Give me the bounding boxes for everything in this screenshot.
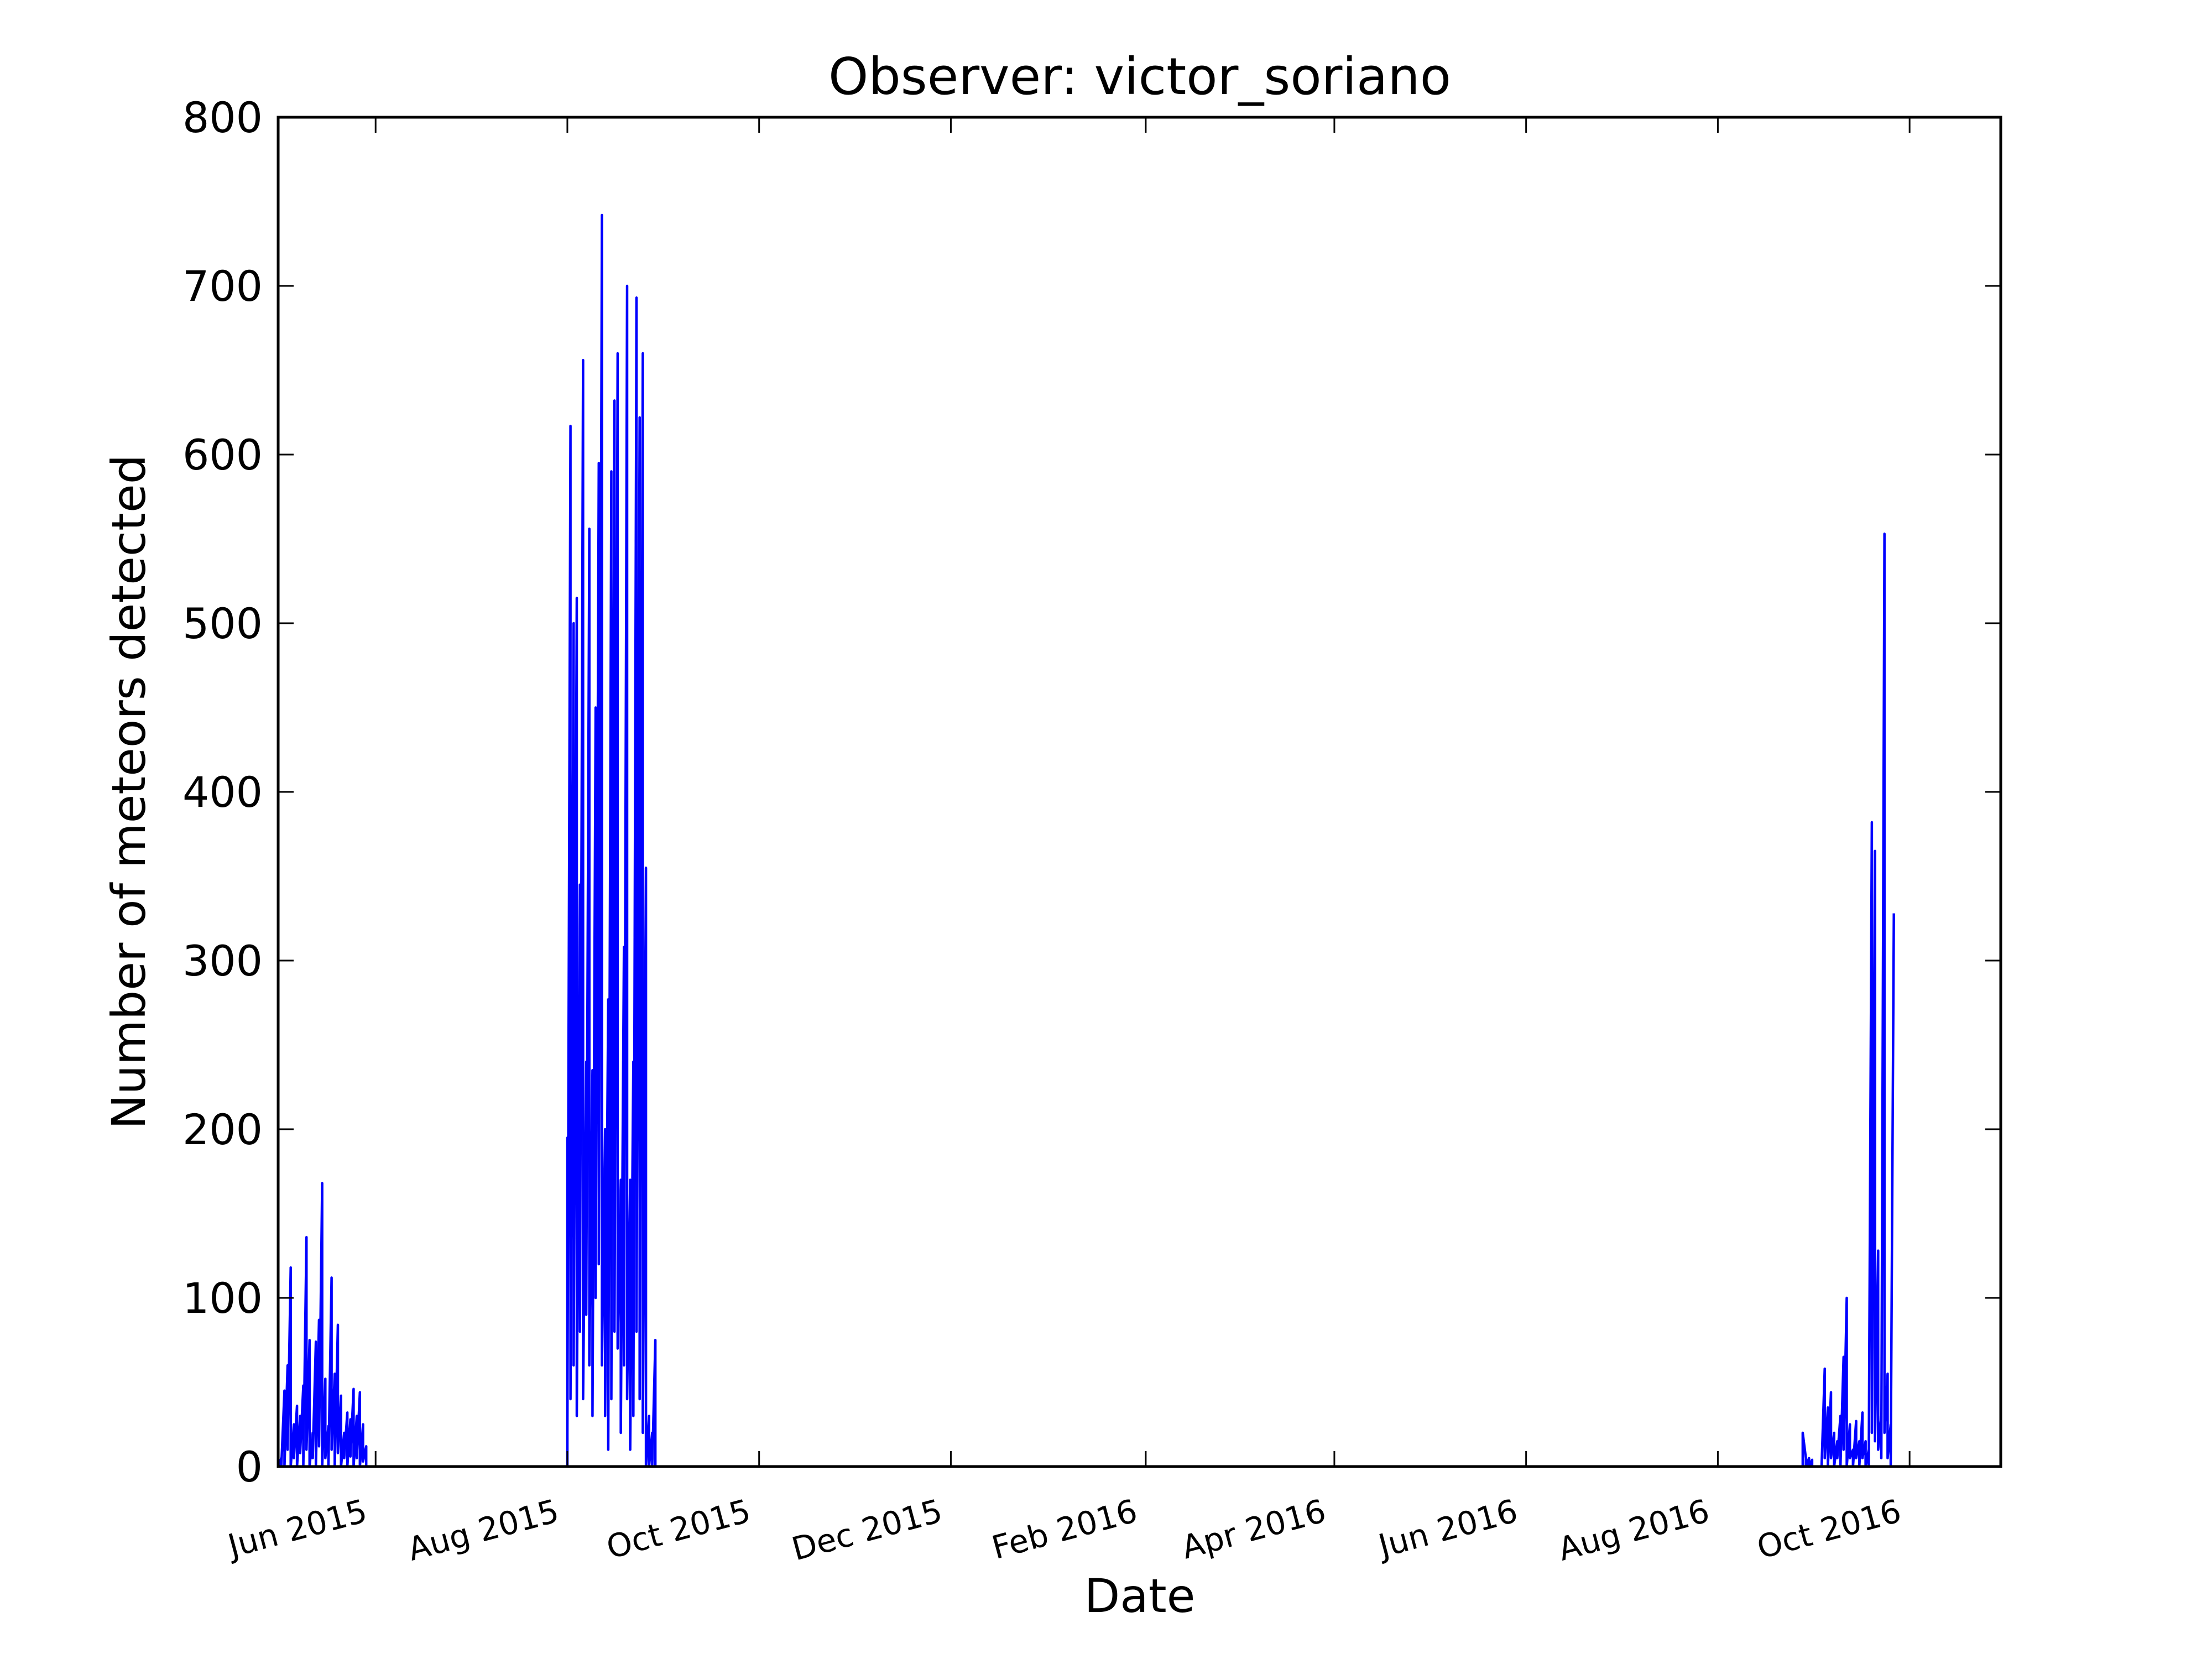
y-tick-label: 700 [182,262,263,311]
series-line-segment-2 [566,213,657,1468]
x-tick-label: Jun 2016 [1373,1492,1521,1566]
y-axis-label: Number of meteors detected [102,455,156,1129]
x-tick-label: Feb 2016 [988,1492,1141,1567]
series-line-segment-3 [1801,533,1895,1468]
x-tick-label: Oct 2016 [1753,1492,1905,1567]
y-tick-label: 200 [182,1105,263,1154]
series-line-segment-1 [276,1182,369,1468]
plot-frame [276,116,2002,1468]
x-tick-label: Oct 2015 [602,1492,754,1567]
y-tick-label: 0 [236,1442,263,1491]
y-tick-label: 100 [182,1274,263,1323]
y-tick-label: 300 [182,936,263,985]
y-tick-label: 500 [182,599,263,648]
series-layer [276,213,1895,1468]
x-tick-label: Jun 2015 [222,1492,371,1566]
chart-title: Observer: victor_soriano [828,47,1451,106]
y-tick-label: 400 [182,768,263,817]
y-axis-ticks: 0 100 200 300 400 500 600 700 800 [182,93,2001,1491]
x-tick-label: Aug 2015 [404,1492,562,1568]
x-axis-ticks: Jun 2015 Aug 2015 Oct 2015 Dec 2015 Feb 2016… [222,117,1911,1568]
y-tick-label: 800 [182,93,263,142]
x-tick-label: Apr 2016 [1178,1492,1330,1567]
x-tick-label: Dec 2015 [788,1492,946,1568]
x-axis-label: Date [1084,1569,1196,1623]
y-tick-label: 600 [182,430,263,479]
x-tick-label: Aug 2016 [1554,1492,1713,1568]
